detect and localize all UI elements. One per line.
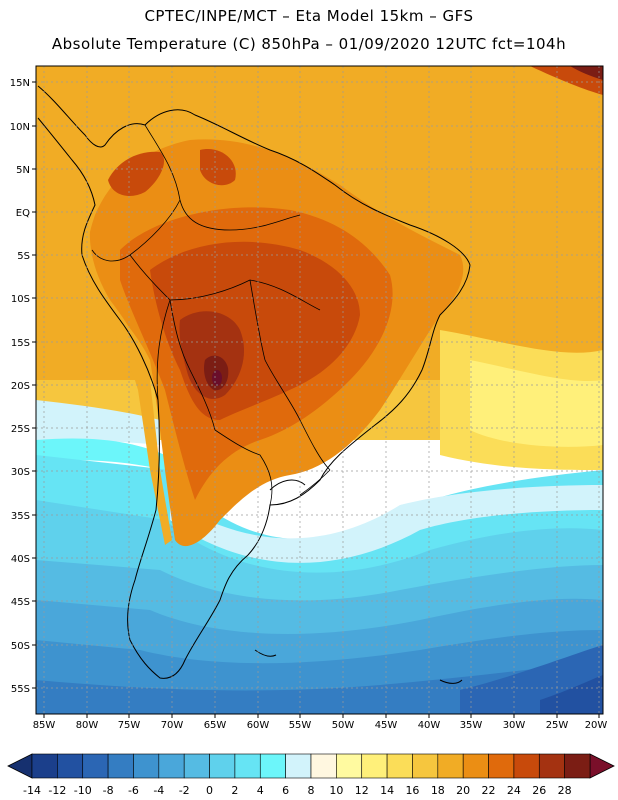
colorbar-label: -8 bbox=[103, 784, 114, 797]
lon-label: 45W bbox=[375, 720, 398, 731]
lon-label: 65W bbox=[204, 720, 227, 731]
colorbar-label: 22 bbox=[482, 784, 496, 797]
colorbar-swatch bbox=[82, 753, 109, 779]
colorbar-label: -4 bbox=[153, 784, 164, 797]
colorbar-swatch bbox=[133, 753, 160, 779]
colorbar-swatch bbox=[285, 753, 312, 779]
axis-ticks bbox=[32, 81, 600, 718]
colorbar-swatch bbox=[57, 753, 84, 779]
colorbar: -14 -12 -10 -8 -6 -4 -2 0 2 4 6 8 10 12 14 16 18 20 22 24 26… bbox=[7, 753, 615, 797]
colorbar-label: 18 bbox=[431, 784, 445, 797]
colorbar-swatch bbox=[234, 753, 261, 779]
lon-label: 55W bbox=[289, 720, 312, 731]
colorbar-swatch bbox=[564, 753, 591, 779]
lat-label: 40S bbox=[11, 554, 30, 565]
map-title-line-1: CPTEC/INPE/MCT – Eta Model 15km – GFS bbox=[144, 7, 474, 25]
colorbar-swatch bbox=[107, 753, 134, 779]
colorbar-swatch bbox=[437, 753, 464, 779]
colorbar-swatch bbox=[310, 753, 337, 779]
lat-label: 20S bbox=[11, 381, 30, 392]
lat-label: 10N bbox=[10, 122, 30, 133]
colorbar-label: 8 bbox=[308, 784, 315, 797]
lon-label: 80W bbox=[76, 720, 99, 731]
colorbar-swatch bbox=[386, 753, 413, 779]
colorbar-label: 2 bbox=[231, 784, 238, 797]
lon-label: 70W bbox=[161, 720, 184, 731]
colorbar-swatch bbox=[462, 753, 489, 779]
lat-label: 25S bbox=[11, 424, 30, 435]
lon-label: 30W bbox=[503, 720, 526, 731]
lat-label: 55S bbox=[11, 684, 30, 695]
lon-label: 25W bbox=[546, 720, 569, 731]
colorbar-label: 24 bbox=[507, 784, 521, 797]
colorbar-label: -14 bbox=[23, 784, 41, 797]
colorbar-label: -2 bbox=[179, 784, 190, 797]
colorbar-label: 4 bbox=[257, 784, 264, 797]
colorbar-label: 28 bbox=[558, 784, 572, 797]
colorbar-over-arrow bbox=[589, 753, 615, 779]
colorbar-under-arrow bbox=[7, 753, 33, 779]
colorbar-label: 14 bbox=[380, 784, 394, 797]
colorbar-swatch bbox=[158, 753, 185, 779]
lat-label: 15N bbox=[10, 78, 30, 89]
country-borders bbox=[91, 124, 331, 506]
lat-label: 10S bbox=[11, 294, 30, 305]
colorbar-swatch bbox=[209, 753, 236, 779]
longitude-labels: 85W 80W 75W 70W 65W 60W 55W 50W 45W 40W … bbox=[33, 720, 608, 731]
graticule bbox=[36, 66, 603, 714]
colorbar-label: 10 bbox=[329, 784, 343, 797]
lon-label: 50W bbox=[332, 720, 355, 731]
latitude-labels: 15N 10N 5N EQ 5S 10S 15S 20S 25S 30S 35S… bbox=[10, 78, 30, 695]
colorbar-swatch bbox=[513, 753, 540, 779]
colorbar-label: -10 bbox=[74, 784, 92, 797]
lat-label: EQ bbox=[16, 208, 30, 219]
colorbar-label: 16 bbox=[405, 784, 419, 797]
lat-label: 5N bbox=[16, 165, 30, 176]
lon-label: 85W bbox=[33, 720, 56, 731]
lon-label: 40W bbox=[418, 720, 441, 731]
colorbar-swatch bbox=[412, 753, 439, 779]
colorbar-label: 26 bbox=[532, 784, 546, 797]
lon-label: 60W bbox=[247, 720, 270, 731]
lat-label: 45S bbox=[11, 597, 30, 608]
colorbar-swatch bbox=[183, 753, 210, 779]
lon-label: 35W bbox=[460, 720, 483, 731]
lat-label: 50S bbox=[11, 641, 30, 652]
map-frame bbox=[35, 65, 604, 715]
colorbar-label: -6 bbox=[128, 784, 139, 797]
colorbar-swatch bbox=[488, 753, 515, 779]
lat-label: 15S bbox=[11, 338, 30, 349]
colorbar-label: 20 bbox=[456, 784, 470, 797]
map-title-line-2: Absolute Temperature (C) 850hPa – 01/09/… bbox=[51, 35, 567, 53]
colorbar-swatch bbox=[538, 753, 565, 779]
temperature-field bbox=[36, 66, 603, 714]
colorbar-swatch bbox=[361, 753, 388, 779]
lon-label: 75W bbox=[118, 720, 141, 731]
lon-label: 20W bbox=[585, 720, 608, 731]
colorbar-label: 12 bbox=[355, 784, 369, 797]
lat-label: 30S bbox=[11, 467, 30, 478]
colorbar-swatch bbox=[259, 753, 286, 779]
colorbar-label: 6 bbox=[282, 784, 289, 797]
colorbar-swatch bbox=[31, 753, 58, 779]
lat-label: 5S bbox=[17, 251, 30, 262]
colorbar-swatch bbox=[336, 753, 363, 779]
colorbar-label: 0 bbox=[206, 784, 213, 797]
colorbar-label: -12 bbox=[48, 784, 66, 797]
lat-label: 35S bbox=[11, 511, 30, 522]
